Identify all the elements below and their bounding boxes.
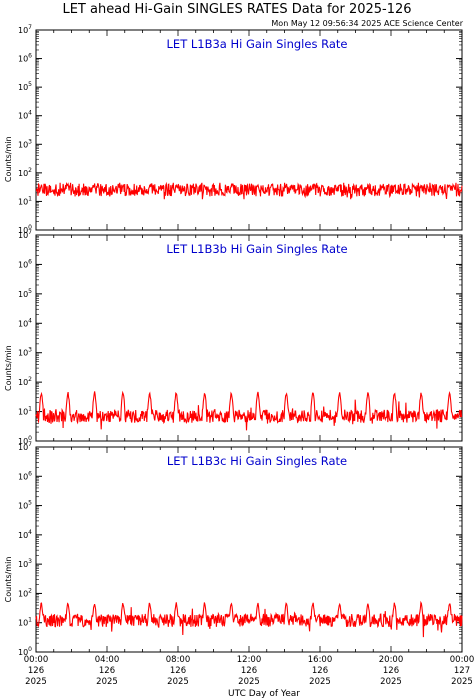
y-tick-label: 100 <box>18 224 32 235</box>
x-tick-year: 2025 <box>167 677 189 687</box>
y-tick-label: 104 <box>18 529 32 540</box>
x-tick-year: 2025 <box>380 677 402 687</box>
figure-title: LET ahead Hi-Gain SINGLES RATES Data for… <box>62 2 411 17</box>
x-tick-doy: 127 <box>454 666 470 676</box>
panel-title: LET L1B3b Hi Gain Singles Rate <box>166 242 347 256</box>
x-tick-time: 16:00 <box>308 655 333 665</box>
y-tick-label: 107 <box>18 24 32 35</box>
y-tick-label: 103 <box>18 138 32 149</box>
x-tick-doy: 126 <box>312 666 328 676</box>
series-line <box>35 181 463 200</box>
x-axis: 00:00126202504:00126202508:00126202512:0… <box>24 655 475 687</box>
x-tick-time: 00:00 <box>24 655 49 665</box>
y-tick-label: 107 <box>18 229 32 240</box>
y-tick-label: 102 <box>18 376 32 387</box>
y-tick-label: 102 <box>18 587 32 598</box>
y-tick-label: 106 <box>18 258 32 269</box>
x-axis-label: UTC Day of Year <box>228 689 300 699</box>
panel-2: 100 101 102 103 104 105 106 107 Counts/min LET L1… <box>4 229 463 446</box>
y-tick-label: 106 <box>18 53 32 64</box>
panels: 100 101 102 103 104 105 106 107 Counts/min LET L1… <box>4 24 463 657</box>
panel-title: LET L1B3c Hi Gain Singles Rate <box>167 454 347 468</box>
x-tick-time: 00:00 <box>450 655 475 665</box>
x-tick-year: 2025 <box>451 677 473 687</box>
y-tick-label: 102 <box>18 167 32 178</box>
x-tick-year: 2025 <box>25 677 47 687</box>
x-tick-time: 12:00 <box>237 655 262 665</box>
series-line <box>35 390 463 431</box>
x-tick-year: 2025 <box>238 677 260 687</box>
y-tick-label: 103 <box>18 558 32 569</box>
panel-3: 100 101 102 103 104 105 106 107 Counts/min LET L1… <box>4 441 463 657</box>
x-tick-doy: 126 <box>28 666 44 676</box>
series-line <box>35 600 463 638</box>
panel-title: LET L1B3a Hi Gain Singles Rate <box>167 37 348 51</box>
x-tick-time: 08:00 <box>166 655 191 665</box>
y-tick-label: 101 <box>18 617 32 628</box>
x-tick-doy: 126 <box>383 666 399 676</box>
x-tick-year: 2025 <box>96 677 118 687</box>
x-tick-time: 04:00 <box>95 655 120 665</box>
y-tick-label: 104 <box>18 317 32 328</box>
y-axis-label: Counts/min <box>4 136 13 182</box>
x-tick-doy: 126 <box>170 666 186 676</box>
y-tick-label: 100 <box>18 435 32 446</box>
panel-1: 100 101 102 103 104 105 106 107 Counts/min LET L1… <box>4 24 463 235</box>
y-tick-label: 104 <box>18 110 32 121</box>
y-tick-label: 103 <box>18 347 32 358</box>
timestamp: Mon May 12 09:56:34 2025 ACE Science Cen… <box>271 19 463 28</box>
y-tick-label: 105 <box>18 81 32 92</box>
y-tick-label: 100 <box>18 646 32 657</box>
x-tick-time: 20:00 <box>379 655 404 665</box>
y-axis-label: Counts/min <box>4 557 13 603</box>
y-tick-label: 101 <box>18 195 32 206</box>
y-tick-label: 105 <box>18 500 32 511</box>
x-tick-doy: 126 <box>241 666 257 676</box>
y-tick-label: 105 <box>18 288 32 299</box>
y-tick-label: 101 <box>18 406 32 417</box>
plot-frame <box>35 29 463 231</box>
y-tick-label: 107 <box>18 441 32 452</box>
y-tick-label: 106 <box>18 470 32 481</box>
y-axis-label: Counts/min <box>4 345 13 391</box>
x-tick-doy: 126 <box>99 666 115 676</box>
x-tick-year: 2025 <box>309 677 331 687</box>
